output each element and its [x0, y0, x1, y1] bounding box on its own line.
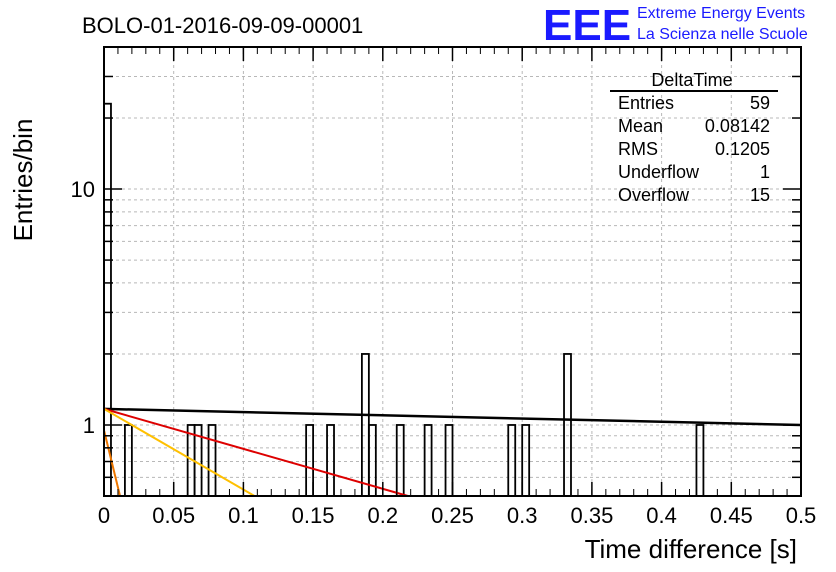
- histogram-bars: [103, 102, 705, 497]
- x-tick-label: 0: [98, 503, 110, 528]
- eee-logo: EEE Extreme Energy Events La Scienza nel…: [543, 1, 808, 50]
- x-axis-label: Time difference [s]: [585, 534, 797, 564]
- stats-label: Underflow: [618, 162, 700, 182]
- fit-line: [103, 429, 122, 497]
- stats-label: Mean: [618, 116, 663, 136]
- stats-label: Entries: [618, 93, 674, 113]
- stats-value: 15: [750, 185, 770, 205]
- x-tick-label: 0.2: [368, 503, 399, 528]
- stats-title: DeltaTime: [651, 70, 732, 90]
- x-tick-label: 0.25: [431, 503, 474, 528]
- logo-line-2: La Scienza nelle Scuole: [637, 26, 808, 43]
- fit-line: [103, 408, 256, 497]
- stats-box: DeltaTime Entries 59 Mean 0.08142 RMS 0.1205 U…: [610, 70, 778, 205]
- x-tick-label: 0.4: [646, 503, 677, 528]
- stats-value: 0.1205: [715, 139, 770, 159]
- fit-line: [103, 407, 409, 497]
- x-tick-label: 0.15: [292, 503, 335, 528]
- x-tick-label: 0.45: [710, 503, 753, 528]
- axis-ticks: 0 0.05 0.1 0.15 0.2 0.25 0.3 0.35 0.4 0.45 0.5 1 10: [71, 46, 817, 528]
- x-tick-label: 0.5: [786, 503, 817, 528]
- x-tick-label: 0.1: [228, 503, 259, 528]
- stats-value: 59: [750, 93, 770, 113]
- stats-value: 0.08142: [705, 116, 770, 136]
- fit-lines: [103, 407, 802, 497]
- fit-line: [103, 407, 802, 427]
- y-tick-label: 1: [83, 413, 95, 438]
- stats-label: Overflow: [618, 185, 690, 205]
- logo-line-1: Extreme Energy Events: [637, 5, 805, 22]
- stats-value: 1: [760, 162, 770, 182]
- x-tick-label: 0.3: [507, 503, 538, 528]
- chart-title: BOLO-01-2016-09-09-00001: [82, 13, 363, 38]
- x-tick-label: 0.35: [570, 503, 613, 528]
- logo-mark: EEE: [543, 1, 631, 50]
- y-axis-label: Entries/bin: [8, 119, 38, 242]
- y-tick-label: 10: [71, 177, 95, 202]
- x-tick-label: 0.05: [152, 503, 195, 528]
- stats-label: RMS: [618, 139, 658, 159]
